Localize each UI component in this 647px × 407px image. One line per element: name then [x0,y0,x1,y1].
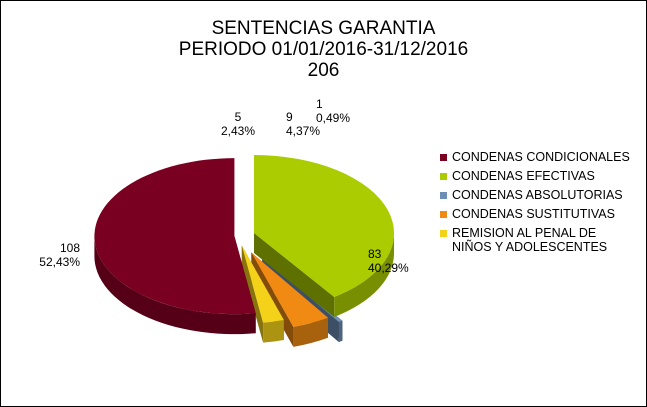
chart-title: SENTENCIAS GARANTIA PERIODO 01/01/2016-3… [0,18,647,81]
data-label-percent: 52,43% [39,255,80,269]
legend-swatch [440,192,447,199]
legend-label: REMISION AL PENAL DE NIÑOS Y ADOLESCENTE… [452,226,608,254]
pie-slice-rim [263,319,284,343]
data-label-value: 5 [235,110,242,124]
legend-label: CONDENAS SUSTITUTIVAS [452,207,615,221]
pie-slice-rim [94,236,256,335]
pie-slice-rim [293,317,329,347]
legend-label: CONDENAS ABSOLUTORIAS [452,188,623,202]
legend-swatch [440,173,447,180]
legend-item-condicionales: CONDENAS CONDICIONALES [440,150,630,169]
legend-label: CONDENAS EFECTIVAS [452,169,595,183]
pie-slice [254,155,395,297]
data-label-percent: 4,37% [286,124,320,138]
data-label-value: 83 [368,247,382,261]
data-label-percent: 40,29% [368,261,409,275]
legend-label: CONDENAS CONDICIONALES [452,150,630,164]
data-label-percent: 2,43% [221,124,255,138]
legend: CONDENAS CONDICIONALES CONDENAS EFECTIVA… [440,150,630,254]
legend-item-absolutorias: CONDENAS ABSOLUTORIAS [440,188,630,207]
legend-swatch [440,154,447,161]
pie-slice-rim [338,320,343,343]
data-label-value: 1 [316,97,323,111]
legend-swatch [440,230,447,237]
legend-item-remision: REMISION AL PENAL DE NIÑOS Y ADOLESCENTE… [440,226,630,254]
legend-item-efectivas: CONDENAS EFECTIVAS [440,169,630,188]
pie-slice-rim [334,233,395,317]
pie-slice [94,158,256,315]
pie-slice-side [254,233,335,317]
data-label-value: 9 [286,110,293,124]
title-line-2: PERIODO 01/01/2016-31/12/2016 [178,39,469,60]
legend-item-sustitutivas: CONDENAS SUSTITUTIVAS [440,207,630,226]
legend-swatch [440,211,447,218]
pie-slice-side [241,245,264,343]
data-label-value: 108 [60,241,80,255]
title-line-1: SENTENCIAS GARANTIA [211,18,436,39]
pie-slice [241,245,284,323]
title-line-3: 206 [307,60,340,81]
pie-slice [251,252,329,327]
data-label-percent: 0,49% [316,111,350,125]
